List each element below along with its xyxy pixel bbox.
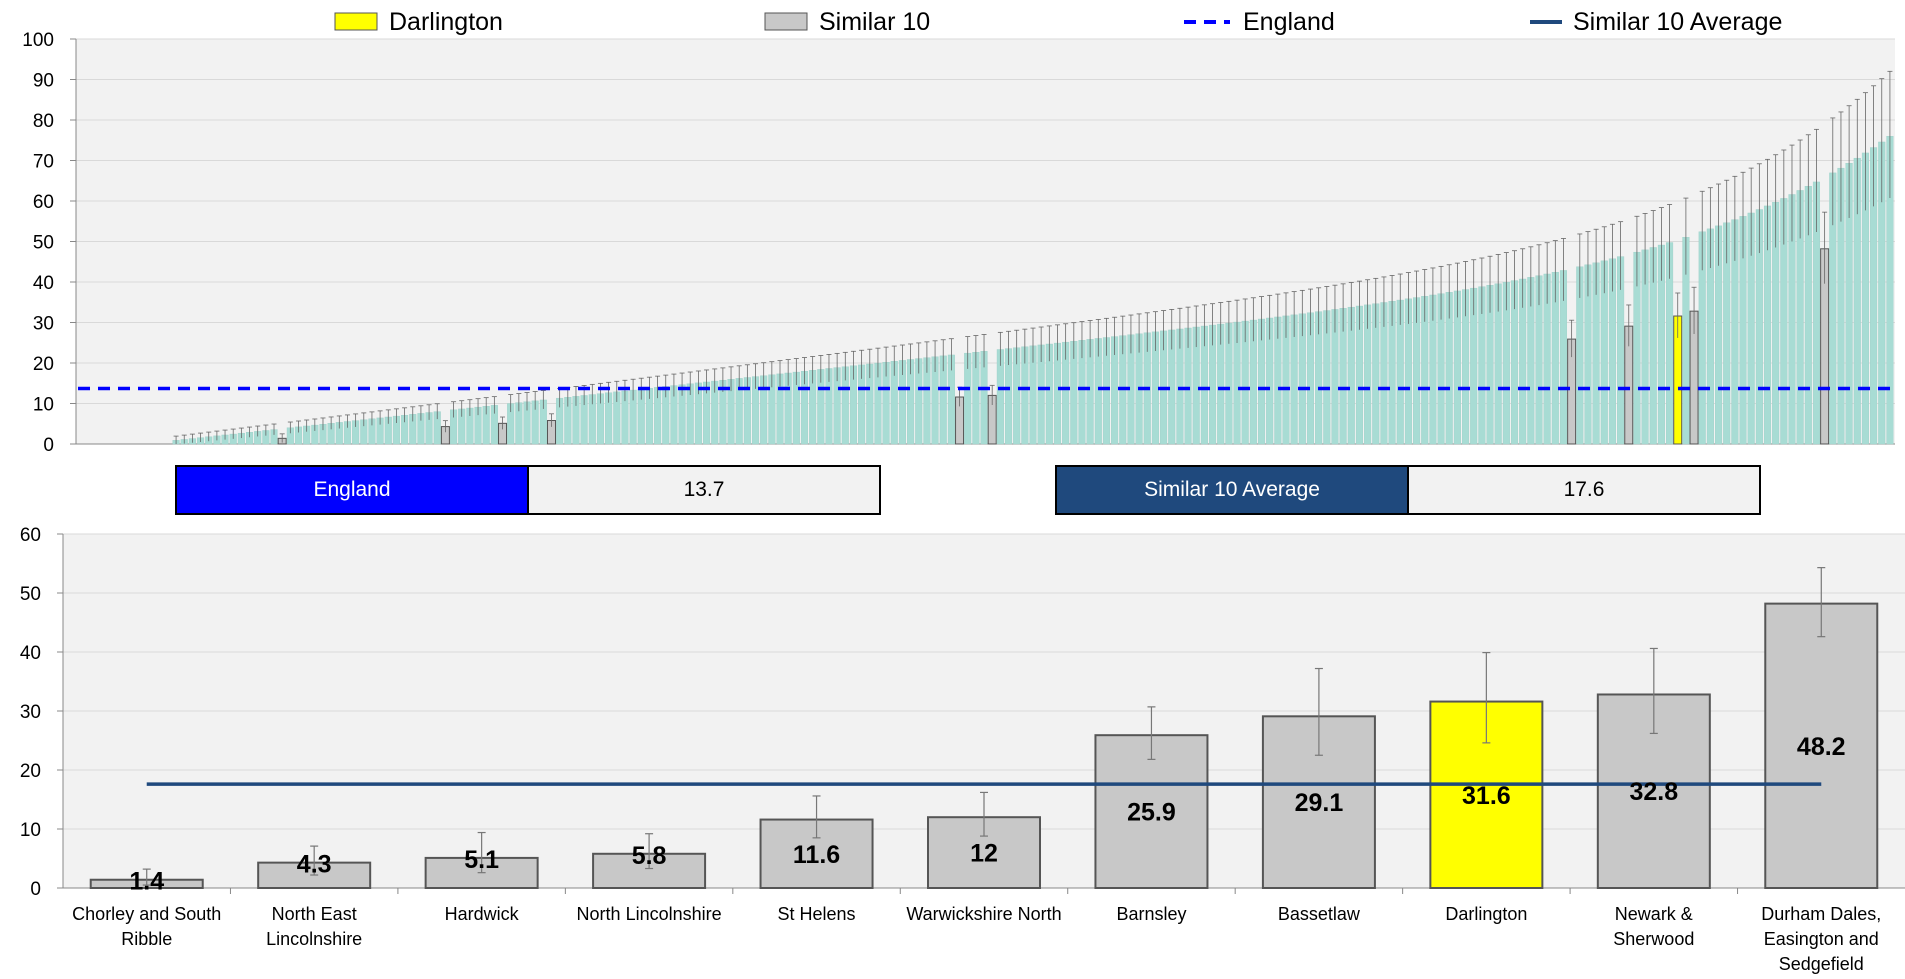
bottom-y-tick-label: 60 bbox=[20, 525, 41, 546]
bottom-category-label: Hardwick bbox=[445, 904, 520, 924]
bottom-category-label: Newark & bbox=[1615, 904, 1693, 924]
legend-label: Darlington bbox=[389, 8, 503, 36]
top-y-tick-label: 90 bbox=[33, 71, 54, 92]
bottom-bar bbox=[592, 852, 707, 890]
similar-avg-summary-label: Similar 10 Average bbox=[1057, 467, 1407, 513]
legend-label: Similar 10 bbox=[819, 8, 930, 36]
top-y-tick-label: 10 bbox=[33, 395, 54, 416]
bottom-y-tick-label: 0 bbox=[30, 879, 41, 900]
bottom-category-label: Ribble bbox=[121, 929, 172, 949]
bottom-category-label: Darlington bbox=[1445, 904, 1527, 924]
bottom-value-label: 5.1 bbox=[464, 846, 499, 874]
bottom-category-label: Barnsley bbox=[1116, 904, 1186, 924]
bottom-category-label: St Helens bbox=[778, 904, 856, 924]
bottom-value-label: 11.6 bbox=[793, 841, 840, 869]
bottom-value-label: 1.4 bbox=[129, 868, 164, 896]
bottom-category-label: Sedgefield bbox=[1779, 954, 1864, 974]
bottom-bar bbox=[927, 816, 1041, 890]
top-y-tick-label: 70 bbox=[33, 152, 54, 173]
bottom-bar bbox=[1764, 602, 1879, 889]
legend-label: England bbox=[1243, 8, 1335, 36]
top-y-tick-label: 80 bbox=[33, 111, 54, 132]
similar-avg-summary-box: Similar 10 Average 17.6 bbox=[1055, 465, 1761, 515]
top-y-tick-label: 60 bbox=[33, 192, 54, 213]
bottom-value-label: 12 bbox=[970, 840, 998, 868]
bottom-category-label: Durham Dales, bbox=[1761, 904, 1881, 924]
bottom-value-label: 32.8 bbox=[1629, 778, 1678, 806]
bottom-category-label: Chorley and South bbox=[72, 904, 221, 924]
bottom-y-tick-label: 30 bbox=[20, 702, 41, 723]
top-y-tick-label: 50 bbox=[33, 233, 54, 254]
legend-swatch bbox=[764, 12, 808, 31]
bottom-y-tick-label: 50 bbox=[20, 584, 41, 605]
bottom-category-label: Warwickshire North bbox=[906, 904, 1061, 924]
similar-avg-summary-value: 17.6 bbox=[1407, 467, 1759, 513]
bottom-category-label: North Lincolnshire bbox=[577, 904, 722, 924]
bottom-value-label: 48.2 bbox=[1797, 733, 1846, 761]
bottom-bar bbox=[1429, 700, 1544, 889]
england-summary-box: England 13.7 bbox=[175, 465, 881, 515]
top-y-tick-label: 20 bbox=[33, 354, 54, 375]
bottom-value-label: 31.6 bbox=[1462, 782, 1511, 810]
bottom-y-tick-label: 20 bbox=[20, 761, 41, 782]
bottom-y-tick-label: 40 bbox=[20, 643, 41, 664]
bottom-value-label: 5.8 bbox=[632, 842, 667, 870]
bottom-value-label: 29.1 bbox=[1295, 789, 1344, 817]
england-summary-value: 13.7 bbox=[527, 467, 879, 513]
england-summary-label: England bbox=[177, 467, 527, 513]
bottom-y-tick-label: 10 bbox=[20, 820, 41, 841]
legend-swatch bbox=[334, 12, 378, 31]
bottom-category-label: Bassetlaw bbox=[1278, 904, 1361, 924]
top-y-tick-label: 0 bbox=[43, 435, 54, 456]
bottom-category-label: Lincolnshire bbox=[266, 929, 362, 949]
bottom-value-label: 4.3 bbox=[297, 851, 332, 879]
bottom-category-label: Sherwood bbox=[1613, 929, 1694, 949]
bottom-category-label: Easington and bbox=[1764, 929, 1879, 949]
bottom-value-label: 25.9 bbox=[1127, 799, 1176, 827]
top-y-tick-label: 40 bbox=[33, 273, 54, 294]
top-y-tick-label: 100 bbox=[22, 30, 54, 51]
legend-label: Similar 10 Average bbox=[1573, 8, 1782, 36]
top-y-tick-label: 30 bbox=[33, 314, 54, 335]
bottom-category-label: North East bbox=[272, 904, 357, 924]
